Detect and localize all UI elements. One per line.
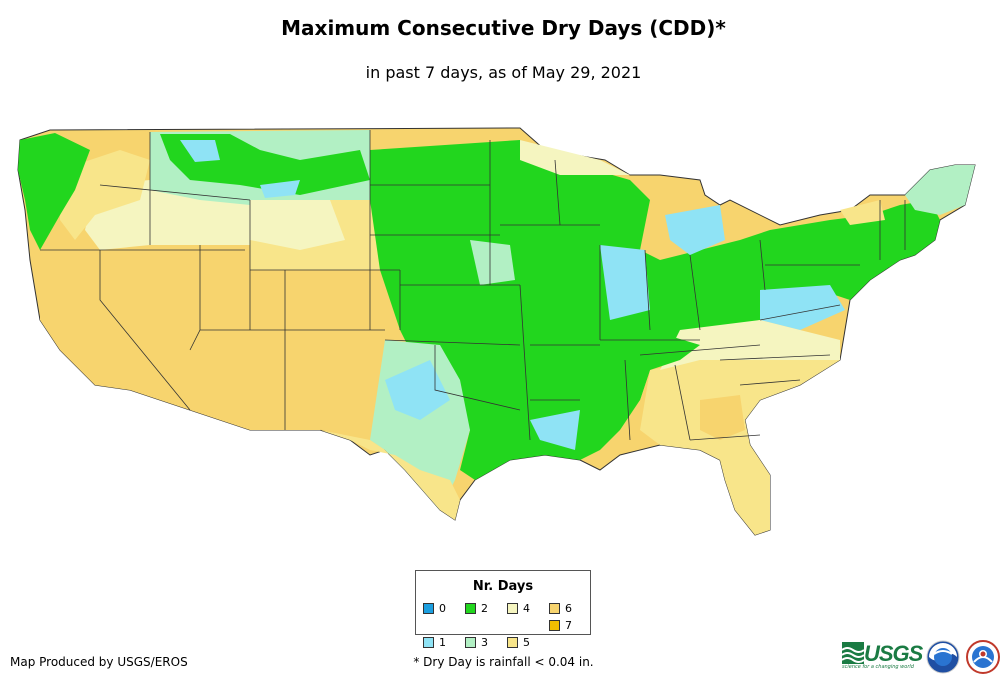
legend-label: 5	[523, 635, 530, 649]
southeast-light	[660, 320, 840, 370]
legend-label: 4	[523, 601, 530, 615]
legend-swatch	[423, 636, 434, 648]
maine-dry	[840, 200, 885, 225]
montana-blue	[180, 140, 300, 198]
legend-item-2: 2	[465, 601, 507, 615]
legend-item-1: 1	[423, 635, 465, 649]
legend: Nr. Days 0 2 4 6 7 1 3	[415, 570, 591, 649]
legend-label: 6	[565, 601, 572, 615]
new-england-light	[905, 165, 975, 215]
legend-label: 3	[481, 635, 488, 649]
northwest-dry-region	[60, 150, 150, 240]
dry-day-note: * Dry Day is rainfall < 0.04 in.	[413, 655, 594, 669]
legend-swatch	[507, 636, 518, 648]
legend-swatch	[549, 619, 560, 631]
map-title: Maximum Consecutive Dry Days (CDD)*	[281, 16, 726, 40]
southwest-region	[40, 245, 385, 430]
legend-title: Nr. Days	[472, 579, 534, 594]
legend-item-0: 0	[423, 601, 465, 615]
agency-logos: USGS science for a changing world	[842, 638, 1002, 678]
upper-midwest-light	[520, 140, 630, 175]
nws-logo-icon	[966, 640, 1000, 674]
west-texas-dry	[320, 430, 460, 520]
state-borders	[40, 130, 906, 441]
legend-item-4: 4	[507, 601, 549, 615]
mid-south-green	[600, 330, 700, 420]
legend-grid: 0 2 4 6 7 1 3 5	[423, 601, 591, 649]
pacific-nw-wet	[18, 133, 90, 250]
texas-blue	[385, 360, 580, 450]
legend-label: 1	[439, 635, 446, 649]
legend-item-3: 3	[465, 635, 507, 649]
usgs-wordmark: USGS	[864, 641, 923, 666]
legend-swatch	[465, 636, 476, 648]
map-credit: Map Produced by USGS/EROS	[10, 655, 188, 669]
usgs-waves-icon	[842, 642, 864, 664]
usgs-tagline: science for a changing world	[842, 664, 914, 670]
legend-swatch	[465, 602, 476, 614]
map-subtitle: in past 7 days, as of May 29, 2021	[365, 63, 642, 82]
legend-item-6: 6	[549, 601, 591, 615]
legend-label: 7	[565, 618, 572, 632]
legend-swatch	[507, 602, 518, 614]
iowa-light	[470, 240, 515, 285]
colorado-light	[250, 200, 345, 250]
legend-swatch	[423, 602, 434, 614]
southeast-region	[640, 360, 840, 535]
great-lakes-blue	[600, 205, 725, 320]
legend-label: 2	[481, 601, 488, 615]
noaa-logo-icon	[926, 640, 960, 674]
georgia-dry	[700, 395, 745, 440]
cdd-map	[17, 127, 976, 536]
usgs-logo: USGS	[842, 641, 923, 666]
ohio-valley-blue	[760, 285, 845, 330]
legend-swatch	[549, 602, 560, 614]
legend-item-7: 7	[549, 618, 591, 632]
legend-label: 0	[439, 601, 446, 615]
legend-item-5: 5	[507, 635, 549, 649]
